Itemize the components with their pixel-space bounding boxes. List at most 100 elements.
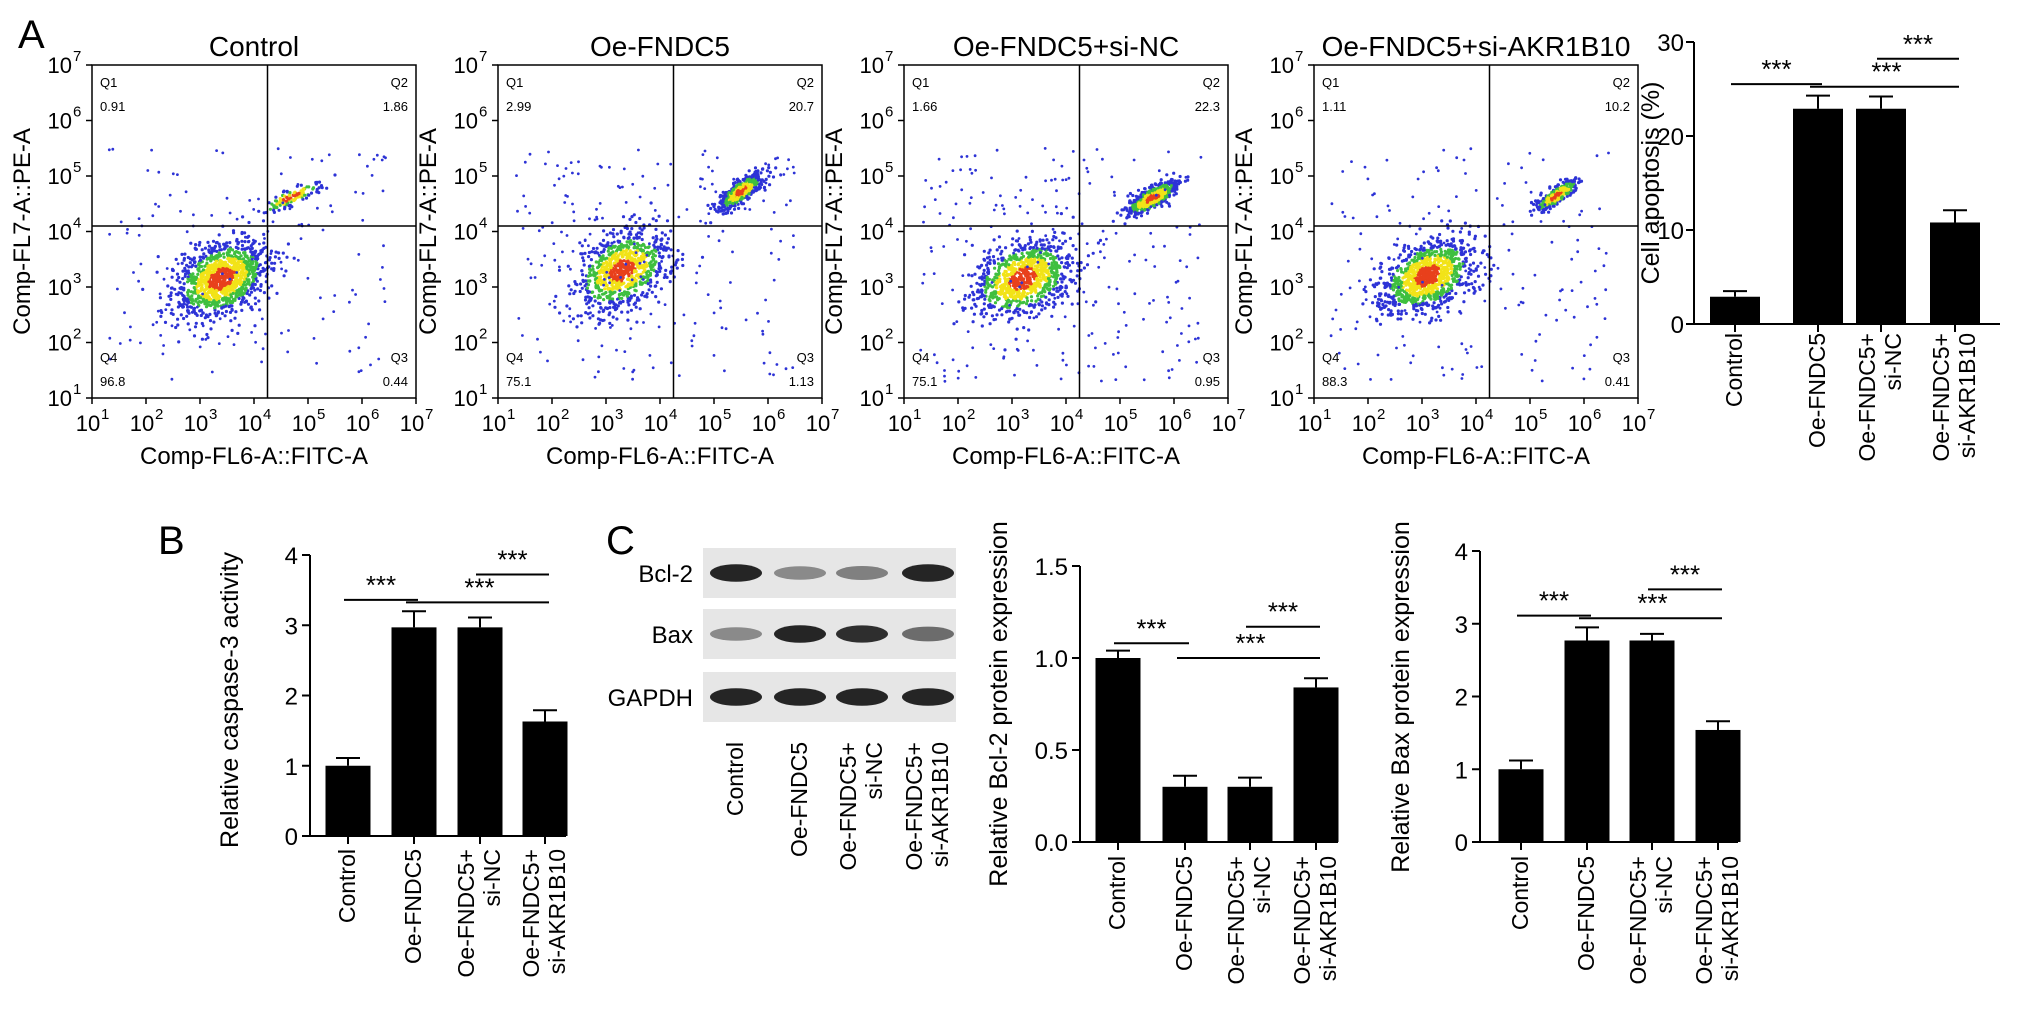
flow-event-dot: [223, 278, 227, 282]
flow-event-dot: [210, 246, 214, 250]
flow-event-dot: [1019, 188, 1023, 192]
flow-event-dot: [1101, 157, 1104, 161]
flow-event-dot: [628, 217, 632, 221]
flow-plot-title: Oe-FNDC5: [590, 31, 730, 62]
flow-event-dot: [354, 190, 357, 194]
flow-event-dot: [1172, 193, 1176, 197]
flow-event-dot: [1017, 303, 1021, 307]
flow-event-dot: [206, 294, 210, 299]
flow-event-dot: [1060, 164, 1064, 168]
flow-event-dot: [1128, 206, 1132, 210]
flow-event-dot: [244, 261, 248, 265]
flow-event-dot: [189, 265, 194, 269]
flow-event-dot: [777, 258, 781, 261]
flow-event-dot: [787, 158, 790, 162]
flow-event-dot: [523, 160, 527, 164]
flow-event-dot: [632, 302, 636, 306]
flow-event-dot: [151, 214, 155, 218]
x-tick-label: 10: [888, 411, 912, 436]
flow-event-dot: [217, 242, 221, 246]
flow-event-dot: [1141, 200, 1145, 204]
x-tick-label: 10: [292, 411, 316, 436]
flow-event-dot: [633, 288, 637, 292]
flow-event-dot: [966, 330, 970, 333]
flow-event-dot: [181, 305, 185, 309]
flow-event-dot: [578, 289, 582, 294]
flow-event-dot: [1029, 285, 1033, 289]
flow-event-dot: [287, 193, 291, 198]
flow-event-dot: [186, 269, 190, 273]
flow-event-dot: [169, 291, 173, 295]
flow-event-dot: [268, 207, 272, 211]
flow-event-dot: [586, 312, 590, 316]
flow-plot-frame: [497, 64, 823, 399]
flow-event-dot: [255, 261, 259, 266]
flow-event-dot: [748, 208, 752, 211]
flow-event-dot: [232, 343, 236, 346]
flow-event-dot: [762, 199, 765, 203]
flow-event-dot: [273, 261, 277, 265]
flow-event-dot: [288, 207, 292, 211]
y-tick-exponent: 4: [479, 215, 487, 232]
flow-event-dot: [629, 239, 633, 243]
flow-event-dot: [1154, 193, 1158, 197]
flow-event-dot: [638, 216, 642, 221]
x-tick-label: 10: [752, 411, 776, 436]
flow-event-dot: [626, 245, 630, 249]
flow-event-dot: [1087, 364, 1090, 368]
flow-event-dot: [1167, 376, 1171, 380]
flow-event-dot: [648, 242, 651, 246]
flow-event-dot: [199, 300, 203, 304]
flow-event-dot: [973, 272, 977, 276]
flow-event-dot: [226, 257, 230, 261]
flow-event-dot: [237, 323, 241, 327]
flow-event-dot: [277, 251, 281, 255]
flow-event-dot: [923, 205, 926, 209]
flow-event-dot: [224, 309, 228, 314]
flow-event-dot: [224, 288, 228, 292]
flow-event-dot: [165, 303, 169, 306]
flow-event-dot: [192, 334, 197, 338]
flow-event-dot: [612, 240, 616, 244]
flow-event-dot: [521, 227, 525, 230]
flow-event-dot: [261, 219, 266, 223]
flow-event-dot: [739, 201, 743, 205]
flow-event-dot: [1046, 287, 1050, 291]
flow-event-dot: [1008, 303, 1011, 307]
flow-event-dot: [656, 162, 660, 166]
flow-event-dot: [971, 320, 975, 324]
flow-event-dot: [975, 297, 980, 301]
flow-event-dot: [1032, 348, 1035, 352]
flow-plot-oe-fndc5-si-nc: Oe-FNDC5+si-NCQ11.66Q222.3Q30.95Q475.110…: [821, 31, 1245, 470]
flow-event-dot: [1007, 320, 1011, 324]
flow-event-dot: [638, 261, 642, 265]
flow-event-dot: [984, 312, 989, 316]
flow-event-dot: [372, 157, 376, 161]
flow-event-dot: [1185, 265, 1189, 269]
flow-event-dot: [253, 288, 257, 292]
flow-event-dot: [1024, 175, 1028, 179]
flow-event-dot: [1015, 290, 1019, 294]
flow-event-dot: [205, 332, 209, 337]
flow-event-dot: [1022, 326, 1026, 330]
flow-event-dot: [285, 190, 289, 194]
flow-event-dot: [119, 220, 123, 224]
flow-event-dot: [299, 183, 303, 187]
flow-event-dot: [185, 314, 189, 318]
flow-event-dot: [569, 320, 572, 324]
flow-event-dot: [940, 302, 944, 305]
flow-event-dot: [195, 305, 199, 309]
flow-event-dot: [1043, 263, 1047, 267]
flow-event-dot: [529, 262, 533, 266]
flow-event-dot: [159, 334, 163, 337]
flow-event-dot: [108, 336, 112, 340]
quadrant-percentage: 96.8: [100, 374, 125, 389]
flow-event-dot: [1065, 206, 1069, 210]
flow-event-dot: [996, 257, 1000, 261]
flow-event-dot: [299, 237, 303, 241]
flow-event-dot: [244, 235, 247, 239]
y-tick-exponent: 7: [479, 48, 487, 65]
flow-event-dot: [1132, 158, 1136, 162]
flow-event-dot: [200, 321, 204, 326]
flow-event-dot: [521, 334, 524, 337]
